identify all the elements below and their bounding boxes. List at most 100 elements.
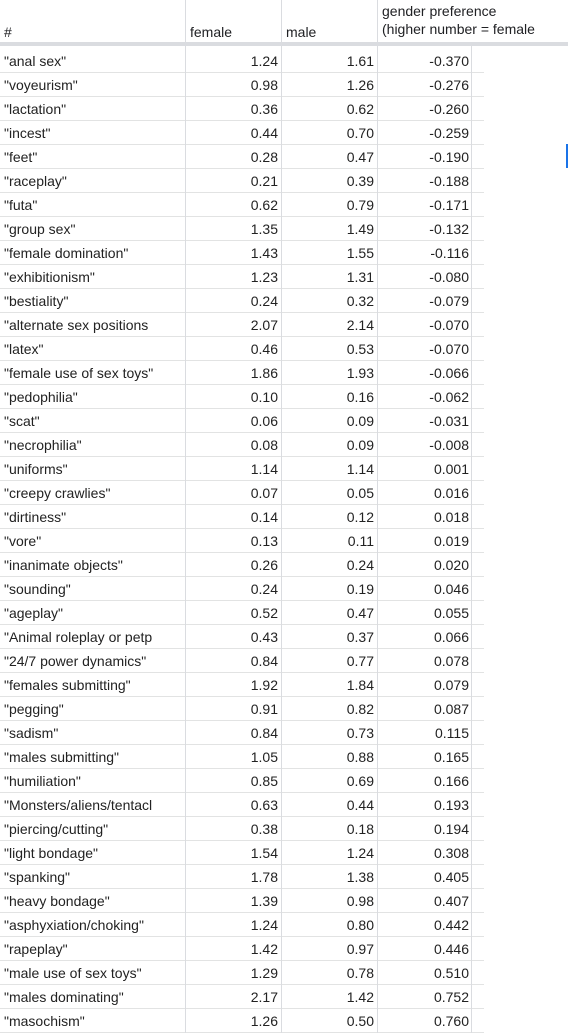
- cell-gender-preference[interactable]: -0.132: [429, 221, 469, 237]
- cell-name[interactable]: "alternate sex positions: [4, 317, 149, 333]
- cell-name[interactable]: "feet": [4, 149, 38, 165]
- cell-gender-preference[interactable]: -0.031: [429, 413, 469, 429]
- cell-gender-preference[interactable]: -0.171: [429, 197, 469, 213]
- cell-male[interactable]: 0.11: [347, 533, 374, 549]
- cell-gender-preference[interactable]: 0.194: [433, 821, 469, 837]
- cell-male[interactable]: 0.73: [346, 725, 374, 741]
- cell-female[interactable]: 1.39: [250, 893, 278, 909]
- cell-name[interactable]: "inanimate objects": [4, 557, 123, 573]
- cell-gender-preference[interactable]: 0.078: [433, 653, 469, 669]
- cell-female[interactable]: 0.21: [250, 173, 278, 189]
- cell-female[interactable]: 0.84: [250, 725, 278, 741]
- cell-gender-preference[interactable]: 0.016: [433, 485, 469, 501]
- cell-male[interactable]: 1.31: [346, 269, 374, 285]
- cell-gender-preference[interactable]: 0.046: [433, 581, 469, 597]
- cell-male[interactable]: 0.37: [346, 629, 374, 645]
- cell-female[interactable]: 0.84: [250, 653, 278, 669]
- cell-female[interactable]: 0.44: [250, 125, 278, 141]
- cell-gender-preference[interactable]: 0.308: [433, 845, 469, 861]
- cell-female[interactable]: 1.24: [250, 917, 278, 933]
- cell-gender-preference[interactable]: 0.193: [433, 797, 469, 813]
- cell-male[interactable]: 0.47: [346, 605, 374, 621]
- cell-male[interactable]: 1.93: [346, 365, 374, 381]
- cell-male[interactable]: 1.61: [346, 53, 374, 69]
- cell-male[interactable]: 1.14: [346, 461, 374, 477]
- cell-female[interactable]: 1.42: [250, 941, 278, 957]
- cell-name[interactable]: "bestiality": [4, 293, 69, 309]
- cell-name[interactable]: "rapeplay": [4, 941, 68, 957]
- cell-gender-preference[interactable]: -0.259: [429, 125, 469, 141]
- cell-name[interactable]: "latex": [4, 341, 44, 357]
- cell-name[interactable]: "females submitting": [4, 677, 131, 693]
- cell-female[interactable]: 0.62: [250, 197, 278, 213]
- cell-gender-preference[interactable]: 0.066: [433, 629, 469, 645]
- cell-name[interactable]: "male use of sex toys": [4, 965, 142, 981]
- cell-name[interactable]: "asphyxiation/choking": [4, 917, 144, 933]
- cell-female[interactable]: 0.08: [250, 437, 278, 453]
- cell-gender-preference[interactable]: 0.510: [433, 965, 469, 981]
- cell-male[interactable]: 0.79: [346, 197, 374, 213]
- cell-female[interactable]: 0.85: [250, 773, 278, 789]
- cell-female[interactable]: 0.46: [250, 341, 278, 357]
- cell-female[interactable]: 0.14: [250, 509, 278, 525]
- cell-female[interactable]: 0.24: [250, 581, 278, 597]
- cell-male[interactable]: 0.88: [346, 749, 374, 765]
- cell-male[interactable]: 0.05: [346, 485, 374, 501]
- cell-name[interactable]: "futa": [4, 197, 38, 213]
- cell-name[interactable]: "Monsters/aliens/tentacl: [4, 797, 153, 813]
- cell-female[interactable]: 0.98: [250, 77, 278, 93]
- cell-female[interactable]: 0.36: [250, 101, 278, 117]
- cell-gender-preference[interactable]: 0.166: [433, 773, 469, 789]
- cell-male[interactable]: 0.98: [346, 893, 374, 909]
- cell-female[interactable]: 1.26: [250, 1013, 278, 1029]
- cell-name[interactable]: "female use of sex toys": [4, 365, 154, 381]
- cell-male[interactable]: 0.80: [346, 917, 374, 933]
- cell-male[interactable]: 0.62: [346, 101, 374, 117]
- cell-male[interactable]: 0.18: [346, 821, 374, 837]
- cell-female[interactable]: 1.23: [250, 269, 278, 285]
- cell-male[interactable]: 0.70: [346, 125, 374, 141]
- cell-gender-preference[interactable]: 0.018: [433, 509, 469, 525]
- cell-male[interactable]: 0.47: [346, 149, 374, 165]
- cell-male[interactable]: 0.97: [346, 941, 374, 957]
- cell-name[interactable]: "sounding": [4, 581, 71, 597]
- cell-gender-preference[interactable]: 0.020: [433, 557, 469, 573]
- cell-name[interactable]: "scat": [4, 413, 40, 429]
- cell-name[interactable]: "sadism": [4, 725, 59, 741]
- cell-gender-preference[interactable]: -0.070: [429, 317, 469, 333]
- cell-name[interactable]: "female domination": [4, 245, 129, 261]
- column-header-male[interactable]: male: [282, 0, 378, 42]
- cell-name[interactable]: "uniforms": [4, 461, 68, 477]
- cell-gender-preference[interactable]: -0.066: [429, 365, 469, 381]
- column-header-name[interactable]: #: [0, 0, 185, 42]
- cell-name[interactable]: "heavy bondage": [4, 893, 110, 909]
- cell-name[interactable]: "masochism": [4, 1013, 85, 1029]
- cell-female[interactable]: 0.13: [250, 533, 278, 549]
- cell-female[interactable]: 2.17: [250, 989, 278, 1005]
- cell-gender-preference[interactable]: -0.070: [429, 341, 469, 357]
- cell-female[interactable]: 1.54: [250, 845, 278, 861]
- cell-gender-preference[interactable]: 0.001: [433, 461, 469, 477]
- cell-gender-preference[interactable]: -0.190: [429, 149, 469, 165]
- cell-female[interactable]: 0.28: [250, 149, 278, 165]
- cell-name[interactable]: "creepy crawlies": [4, 485, 111, 501]
- cell-gender-preference[interactable]: 0.087: [433, 701, 469, 717]
- cell-name[interactable]: "group sex": [4, 221, 76, 237]
- cell-name[interactable]: "voyeurism": [4, 77, 78, 93]
- cell-gender-preference[interactable]: 0.407: [433, 893, 469, 909]
- cell-gender-preference[interactable]: -0.276: [429, 77, 469, 93]
- cell-gender-preference[interactable]: -0.260: [429, 101, 469, 117]
- cell-female[interactable]: 2.07: [250, 317, 278, 333]
- cell-male[interactable]: 0.39: [346, 173, 374, 189]
- cell-female[interactable]: 1.29: [250, 965, 278, 981]
- cell-gender-preference[interactable]: -0.370: [429, 53, 469, 69]
- cell-male[interactable]: 1.55: [346, 245, 374, 261]
- cell-male[interactable]: 0.24: [346, 557, 374, 573]
- cell-female[interactable]: 1.92: [250, 677, 278, 693]
- cell-name[interactable]: "pegging": [4, 701, 64, 717]
- cell-male[interactable]: 0.09: [346, 437, 374, 453]
- cell-female[interactable]: 1.86: [250, 365, 278, 381]
- cell-female[interactable]: 0.10: [250, 389, 278, 405]
- cell-male[interactable]: 0.19: [346, 581, 374, 597]
- cell-name[interactable]: "piercing/cutting": [4, 821, 109, 837]
